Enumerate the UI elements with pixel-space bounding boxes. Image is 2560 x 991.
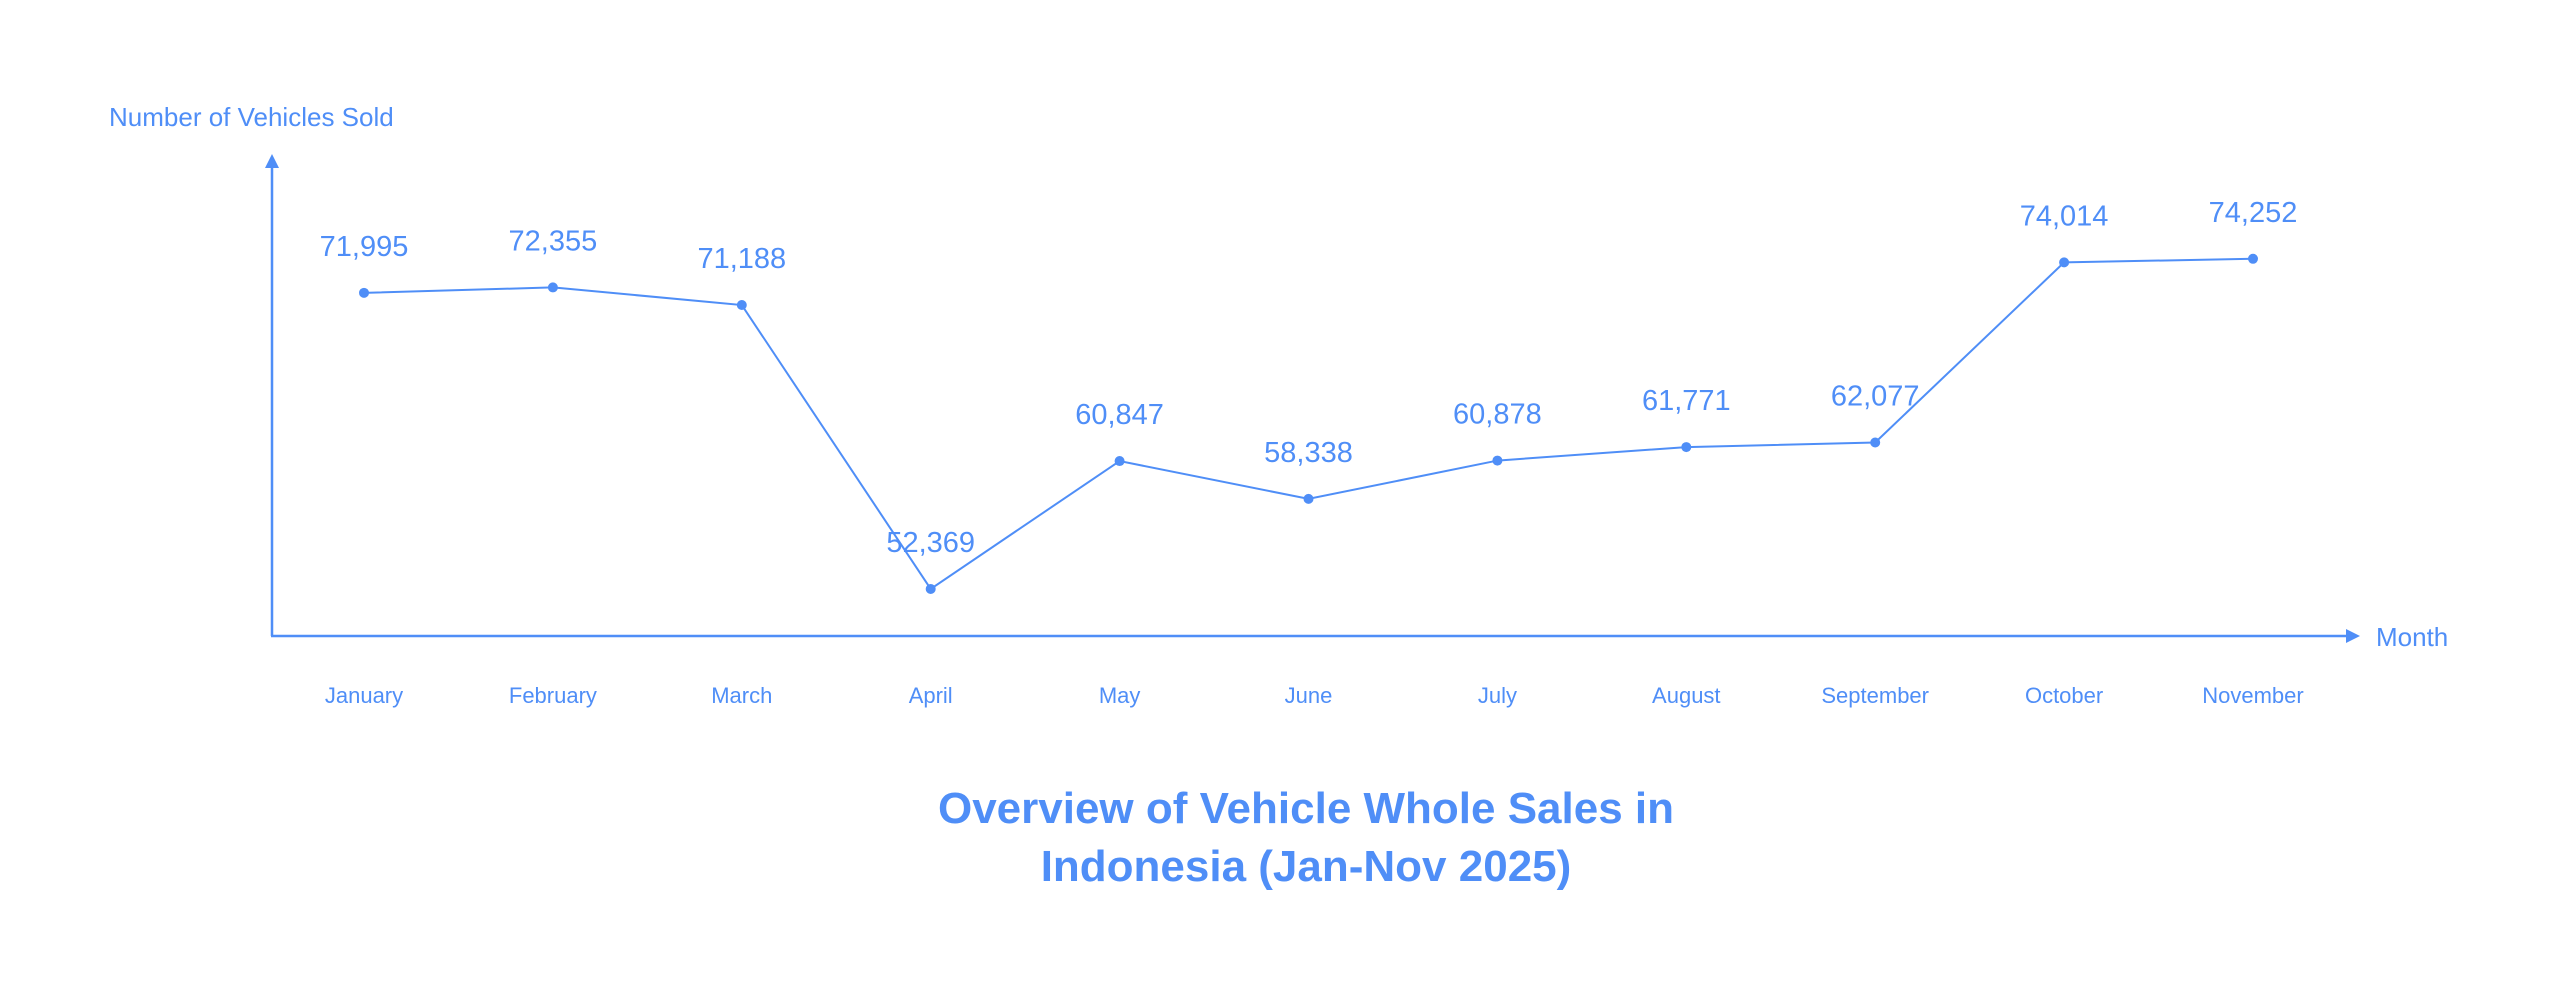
x-tick-label: October — [2025, 683, 2103, 708]
data-point — [1492, 455, 1503, 466]
y-axis-label: Number of Vehicles Sold — [109, 102, 394, 132]
x-tick-label: August — [1652, 683, 1721, 708]
x-tick-label: May — [1099, 683, 1141, 708]
data-point — [1114, 456, 1125, 467]
data-label: 62,077 — [1831, 380, 1920, 412]
data-point — [1303, 493, 1314, 504]
data-point — [1681, 442, 1692, 453]
x-tick-label: April — [909, 683, 953, 708]
data-point — [359, 287, 369, 298]
data-point — [2059, 257, 2070, 268]
data-label: 71,188 — [697, 243, 786, 275]
series-line — [363, 257, 2254, 591]
x-tick-label: January — [325, 683, 403, 708]
x-tick-label: June — [1285, 683, 1333, 708]
data-point — [1870, 437, 1881, 448]
x-tick-label: November — [2202, 683, 2303, 708]
x-tick-label: March — [711, 683, 772, 708]
data-label: 58,338 — [1264, 437, 1353, 469]
data-label: 71,995 — [320, 231, 409, 263]
data-label: 61,771 — [1642, 385, 1731, 417]
x-tick-label: July — [1478, 683, 1517, 708]
data-label: 72,355 — [509, 225, 598, 257]
chart-title-line-1: Overview of Vehicle Whole Sales in — [938, 784, 1674, 833]
data-label: 52,369 — [886, 527, 975, 559]
data-point — [736, 300, 747, 311]
x-tick-label: September — [1821, 683, 1929, 708]
data-label: 60,847 — [1075, 399, 1164, 431]
data-point — [925, 583, 936, 594]
x-tick-label: February — [509, 683, 597, 708]
data-point — [547, 282, 558, 293]
data-label: 74,014 — [2020, 200, 2109, 232]
data-point — [2248, 253, 2258, 264]
x-axis-arrow — [2346, 629, 2360, 643]
x-axis-label: Month — [2376, 622, 2448, 652]
chart-title-line-2: Indonesia (Jan-Nov 2025) — [1041, 842, 1572, 891]
y-axis-arrow — [265, 154, 279, 168]
data-label: 74,252 — [2209, 197, 2298, 229]
data-label: 60,878 — [1453, 399, 1542, 431]
